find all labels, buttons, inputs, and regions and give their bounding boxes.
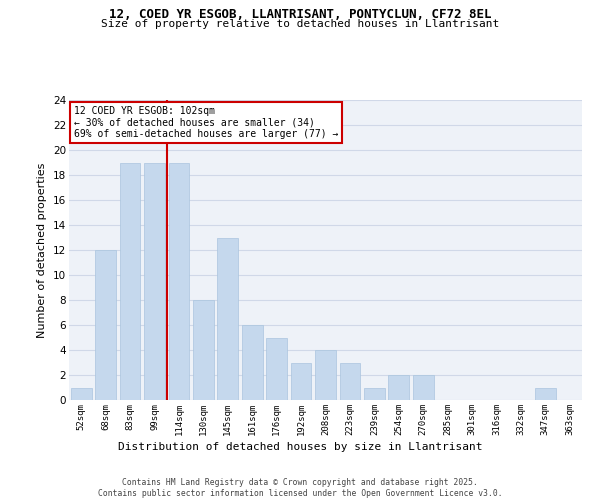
- Bar: [535, 388, 556, 400]
- Bar: [144, 162, 165, 400]
- Bar: [364, 388, 385, 400]
- Bar: [71, 388, 92, 400]
- Text: Contains HM Land Registry data © Crown copyright and database right 2025.
Contai: Contains HM Land Registry data © Crown c…: [98, 478, 502, 498]
- Bar: [193, 300, 214, 400]
- Bar: [315, 350, 336, 400]
- Text: 12, COED YR ESGOB, LLANTRISANT, PONTYCLUN, CF72 8EL: 12, COED YR ESGOB, LLANTRISANT, PONTYCLU…: [109, 8, 491, 20]
- Y-axis label: Number of detached properties: Number of detached properties: [37, 162, 47, 338]
- Bar: [242, 325, 263, 400]
- Bar: [290, 362, 311, 400]
- Bar: [169, 162, 190, 400]
- Bar: [266, 338, 287, 400]
- Text: Distribution of detached houses by size in Llantrisant: Distribution of detached houses by size …: [118, 442, 482, 452]
- Bar: [413, 375, 434, 400]
- Text: 12 COED YR ESGOB: 102sqm
← 30% of detached houses are smaller (34)
69% of semi-d: 12 COED YR ESGOB: 102sqm ← 30% of detach…: [74, 106, 338, 139]
- Bar: [95, 250, 116, 400]
- Text: Size of property relative to detached houses in Llantrisant: Size of property relative to detached ho…: [101, 19, 499, 29]
- Bar: [217, 238, 238, 400]
- Bar: [119, 162, 140, 400]
- Bar: [388, 375, 409, 400]
- Bar: [340, 362, 361, 400]
